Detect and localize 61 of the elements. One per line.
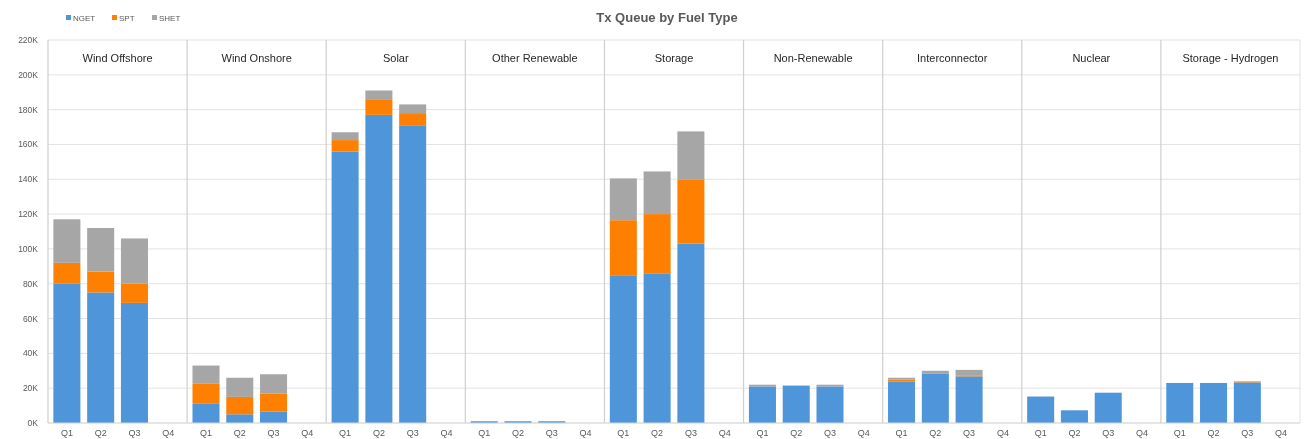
x-tick-label: Q3	[1102, 428, 1115, 438]
x-tick-label: Q4	[857, 428, 870, 438]
x-tick-label: Q2	[372, 428, 385, 438]
annotation: Nuclear	[1072, 52, 1111, 64]
x-tick-label: Q4	[718, 428, 731, 438]
x-tick-label: Q4	[1275, 428, 1288, 438]
y-tick-label: 40K	[22, 348, 39, 359]
x-tick-label: Q3	[406, 428, 419, 438]
annotation: Wind Onshore	[221, 52, 292, 64]
x-tick-label: Q3	[1241, 428, 1254, 438]
x-tick-label: Q2	[94, 428, 107, 438]
annotation: Interconnector	[917, 52, 988, 64]
x-tick-label: Q1	[1173, 428, 1186, 438]
annotation: Wind Offshore	[82, 52, 153, 64]
x-tick-label: Q2	[511, 428, 525, 438]
x-tick-label: Q4	[996, 428, 1009, 438]
chart-title: Tx Queue by Fuel Type	[596, 10, 738, 25]
x-tick-label: Q1	[895, 428, 908, 438]
y-tick-label: 180K	[18, 104, 39, 115]
x-tick-label: Q4	[301, 428, 314, 438]
y-tick-label: 160K	[18, 139, 39, 150]
y-tick-label: 220K	[18, 35, 39, 45]
y-tick-label: 140K	[18, 174, 39, 185]
x-tick-label: Q1	[478, 428, 491, 438]
y-tick-label: 80K	[22, 278, 39, 289]
annotation: Storage - Hydrogen	[1182, 52, 1279, 64]
y-tick-label: 120K	[18, 209, 39, 220]
x-tick-label: Q4	[440, 428, 453, 438]
x-tick-label: Q1	[1034, 428, 1047, 438]
y-tick-label: 100K	[18, 243, 39, 254]
x-tick-label: Q3	[963, 428, 976, 438]
x-tick-label: Q2	[1207, 428, 1220, 438]
x-tick-label: Q4	[579, 428, 592, 438]
x-tick-label: Q3	[267, 428, 280, 438]
y-tick-label: 20K	[22, 383, 39, 394]
x-tick-label: Q1	[339, 428, 352, 438]
x-tick-label: Q3	[684, 428, 697, 438]
x-tick-label: Q3	[823, 428, 837, 438]
x-tick-label: Q2	[929, 428, 942, 438]
annotation: Solar	[382, 52, 409, 64]
y-tick-label: 60K	[22, 313, 39, 324]
x-tick-label: Q4	[1135, 428, 1149, 438]
x-tick-label: Q2	[1068, 428, 1081, 438]
legend-label: NGET	[73, 14, 96, 23]
annotation: Other Renewable	[492, 52, 578, 64]
x-tick-label: Q1	[60, 428, 73, 438]
x-tick-label: Q2	[651, 428, 664, 438]
x-tick-label: Q1	[756, 428, 769, 438]
x-tick-label: Q4	[162, 428, 175, 438]
legend-label: SHET	[159, 14, 181, 23]
y-tick-label: 0K	[27, 418, 39, 428]
x-tick-label: Q3	[128, 428, 141, 438]
x-tick-label: Q2	[233, 428, 246, 438]
annotation: Non-Renewable	[773, 52, 853, 64]
legend-label: SPT	[119, 14, 135, 23]
x-tick-label: Q1	[617, 428, 630, 438]
y-tick-label: 200K	[18, 69, 39, 80]
x-tick-label: Q1	[199, 428, 213, 438]
annotation: Storage	[654, 52, 694, 64]
x-tick-label: Q2	[790, 428, 803, 438]
x-tick-label: Q3	[545, 428, 558, 438]
